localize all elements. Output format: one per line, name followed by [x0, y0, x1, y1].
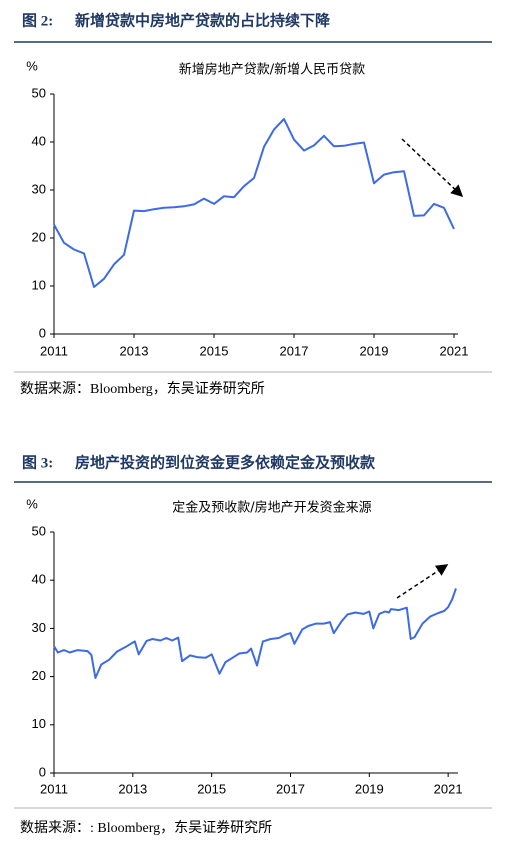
y-tick-label: 20 — [32, 668, 46, 683]
data-line — [53, 588, 457, 679]
y-unit: % — [26, 58, 38, 73]
y-tick-label: 30 — [32, 181, 46, 196]
y-tick-label: 30 — [32, 620, 46, 635]
x-tick-label: 2019 — [355, 781, 384, 796]
y-tick-label: 50 — [32, 85, 46, 100]
y-tick-label: 50 — [32, 523, 46, 538]
figure-label: 图 3: — [22, 454, 53, 471]
figure-label: 图 2: — [22, 12, 53, 29]
y-unit: % — [26, 496, 38, 511]
x-tick-label: 2019 — [360, 343, 389, 358]
x-tick-label: 2017 — [280, 343, 309, 358]
x-tick-label: 2013 — [118, 781, 147, 796]
chart-title: 新增房地产贷款/新增人民币贷款 — [179, 62, 365, 78]
source: 数据来源：Bloomberg，东吴证券研究所 — [20, 381, 265, 397]
trend-arrow — [396, 564, 449, 599]
x-tick-label: 2021 — [434, 781, 463, 796]
x-tick-label: 2011 — [40, 343, 68, 358]
y-tick-label: 40 — [32, 572, 46, 587]
y-tick-label: 0 — [39, 764, 46, 779]
y-tick-label: 40 — [32, 133, 46, 148]
x-tick-label: 2015 — [200, 343, 229, 358]
y-tick-label: 10 — [32, 277, 46, 292]
figure-title: 新增贷款中房地产贷款的占比持续下降 — [75, 11, 331, 29]
x-tick-label: 2017 — [276, 781, 305, 796]
x-tick-label: 2021 — [440, 343, 469, 358]
x-tick-label: 2011 — [40, 781, 68, 796]
source: 数据来源：: Bloomberg，东吴证券研究所 — [20, 820, 272, 836]
chart-title: 定金及预收款/房地产开发资金来源 — [172, 500, 371, 516]
data-line — [53, 118, 455, 288]
figure-title: 房地产投资的到位资金更多依赖定金及预收款 — [75, 453, 376, 471]
x-tick-label: 2013 — [120, 343, 149, 358]
trend-arrow — [401, 138, 464, 198]
x-tick-label: 2015 — [197, 781, 226, 796]
y-tick-label: 10 — [32, 716, 46, 731]
y-tick-label: 20 — [32, 229, 46, 244]
y-tick-label: 0 — [39, 325, 46, 340]
